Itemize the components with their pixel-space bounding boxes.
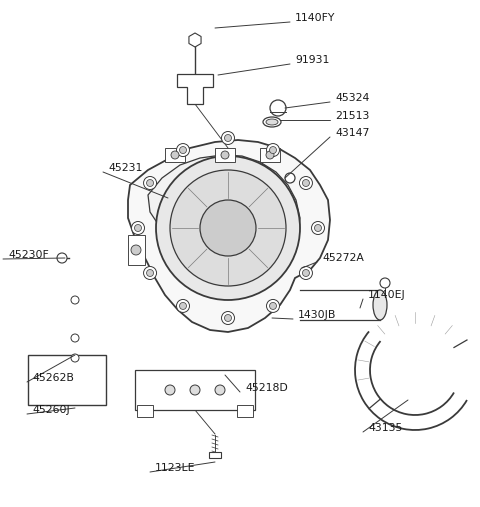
Text: 1123LE: 1123LE — [155, 463, 195, 473]
Polygon shape — [209, 452, 221, 458]
Circle shape — [270, 100, 286, 116]
Circle shape — [225, 314, 231, 321]
Circle shape — [266, 143, 279, 157]
Circle shape — [144, 176, 156, 190]
Circle shape — [380, 278, 390, 288]
Text: 45324: 45324 — [335, 93, 370, 103]
Text: 1140EJ: 1140EJ — [368, 290, 406, 300]
Polygon shape — [165, 148, 185, 162]
Circle shape — [200, 200, 256, 256]
Circle shape — [269, 303, 276, 309]
Text: 45260J: 45260J — [32, 405, 70, 415]
Circle shape — [57, 253, 67, 263]
Text: 45272A: 45272A — [322, 253, 364, 263]
Circle shape — [314, 225, 322, 232]
Text: 45231: 45231 — [108, 163, 143, 173]
Circle shape — [266, 300, 279, 312]
Circle shape — [302, 179, 310, 187]
Polygon shape — [215, 148, 235, 162]
Circle shape — [156, 156, 300, 300]
Text: 45218D: 45218D — [245, 383, 288, 393]
Text: 43135: 43135 — [368, 423, 402, 433]
FancyBboxPatch shape — [137, 405, 153, 417]
Circle shape — [302, 270, 310, 276]
Circle shape — [146, 179, 154, 187]
Circle shape — [146, 270, 154, 276]
Circle shape — [266, 151, 274, 159]
Circle shape — [165, 385, 175, 395]
FancyBboxPatch shape — [237, 405, 253, 417]
FancyBboxPatch shape — [135, 370, 255, 410]
Circle shape — [170, 170, 286, 286]
Circle shape — [132, 222, 144, 235]
Text: 1140FY: 1140FY — [295, 13, 336, 23]
Circle shape — [171, 151, 179, 159]
Circle shape — [300, 267, 312, 279]
Text: 43147: 43147 — [335, 128, 370, 138]
Text: 45262B: 45262B — [32, 373, 74, 383]
Polygon shape — [148, 155, 300, 282]
Circle shape — [269, 147, 276, 154]
Circle shape — [144, 267, 156, 279]
Polygon shape — [189, 33, 201, 47]
Text: 1430JB: 1430JB — [298, 310, 336, 320]
Ellipse shape — [263, 117, 281, 127]
Circle shape — [312, 222, 324, 235]
Circle shape — [190, 385, 200, 395]
Circle shape — [131, 245, 141, 255]
Circle shape — [225, 134, 231, 141]
Circle shape — [134, 225, 142, 232]
Circle shape — [221, 131, 235, 144]
Circle shape — [177, 300, 190, 312]
Circle shape — [71, 334, 79, 342]
Polygon shape — [128, 235, 145, 265]
Circle shape — [71, 354, 79, 362]
Ellipse shape — [266, 119, 278, 125]
Polygon shape — [260, 148, 280, 162]
Circle shape — [221, 311, 235, 324]
Circle shape — [177, 143, 190, 157]
Text: 91931: 91931 — [295, 55, 329, 65]
Text: 45230F: 45230F — [8, 250, 49, 260]
Polygon shape — [128, 140, 330, 332]
Polygon shape — [177, 74, 213, 104]
Circle shape — [180, 147, 187, 154]
Circle shape — [215, 385, 225, 395]
Circle shape — [71, 296, 79, 304]
Circle shape — [285, 173, 295, 183]
Text: 21513: 21513 — [335, 111, 370, 121]
Circle shape — [221, 151, 229, 159]
Circle shape — [180, 303, 187, 309]
Circle shape — [300, 176, 312, 190]
Ellipse shape — [373, 290, 387, 320]
